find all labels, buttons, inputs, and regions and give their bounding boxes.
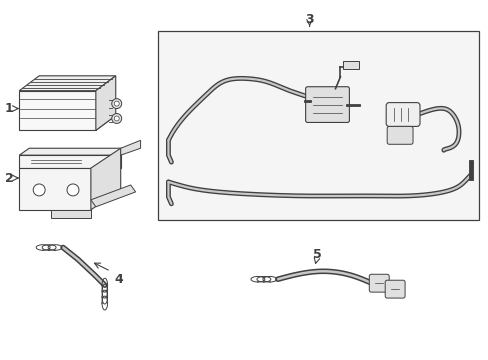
Polygon shape bbox=[19, 116, 116, 130]
Polygon shape bbox=[19, 155, 121, 168]
FancyBboxPatch shape bbox=[305, 87, 349, 122]
Polygon shape bbox=[96, 76, 116, 130]
Polygon shape bbox=[19, 91, 96, 130]
FancyBboxPatch shape bbox=[385, 280, 404, 298]
Polygon shape bbox=[91, 185, 135, 207]
Polygon shape bbox=[91, 148, 121, 210]
Polygon shape bbox=[121, 140, 141, 155]
Text: 4: 4 bbox=[114, 273, 123, 286]
Circle shape bbox=[114, 101, 119, 106]
FancyBboxPatch shape bbox=[386, 103, 419, 126]
FancyBboxPatch shape bbox=[368, 274, 388, 292]
Circle shape bbox=[112, 113, 122, 123]
Polygon shape bbox=[19, 148, 130, 155]
Circle shape bbox=[114, 116, 119, 121]
Text: 5: 5 bbox=[313, 248, 321, 261]
Polygon shape bbox=[51, 210, 91, 218]
Circle shape bbox=[112, 99, 122, 109]
Text: 2: 2 bbox=[5, 171, 14, 185]
Bar bbox=[343, 61, 359, 69]
Text: 3: 3 bbox=[305, 13, 313, 26]
FancyBboxPatch shape bbox=[386, 126, 412, 144]
Circle shape bbox=[67, 184, 79, 196]
Bar bbox=[158, 31, 478, 220]
Polygon shape bbox=[19, 76, 116, 91]
Polygon shape bbox=[19, 168, 91, 210]
Circle shape bbox=[33, 184, 45, 196]
Text: 1: 1 bbox=[5, 102, 14, 115]
